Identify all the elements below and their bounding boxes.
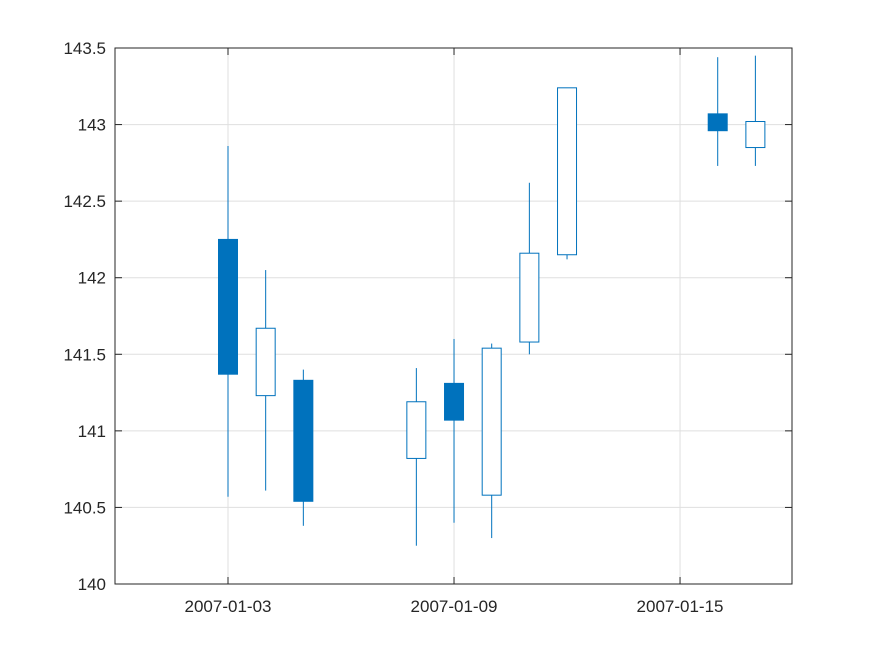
y-tick-label: 141.5 — [63, 345, 106, 364]
y-tick-label: 140.5 — [63, 498, 106, 517]
y-tick-label: 143 — [78, 116, 106, 135]
candle — [481, 343, 502, 539]
candles — [218, 55, 766, 546]
y-tick-label: 142 — [78, 269, 106, 288]
y-tick-label: 140 — [78, 575, 106, 594]
candle — [557, 87, 578, 260]
candle-body-down — [707, 113, 728, 132]
candle-body-up — [406, 401, 427, 459]
candle-body-up — [557, 87, 578, 256]
candle-body-up — [519, 252, 540, 343]
x-tick-label: 2007-01-15 — [637, 597, 724, 616]
candle — [218, 146, 238, 497]
candle — [255, 270, 276, 491]
axis-ticks — [115, 47, 792, 585]
candle-body-up — [481, 347, 502, 496]
candle — [293, 369, 314, 526]
y-tick-label: 143.5 — [63, 39, 106, 58]
y-tick-label: 141 — [78, 422, 106, 441]
candle-body-up — [745, 121, 766, 149]
y-axis-tick-labels: 140 140.5 141 141.5 142 142.5 143 143.5 — [63, 39, 106, 594]
candle — [406, 368, 427, 546]
x-tick-label: 2007-01-09 — [411, 597, 498, 616]
x-axis-tick-labels: 2007-01-03 2007-01-09 2007-01-15 — [185, 597, 724, 616]
candle — [444, 338, 465, 523]
candle-body-down — [218, 238, 238, 375]
x-tick-label: 2007-01-03 — [185, 597, 272, 616]
candle — [745, 55, 766, 166]
y-tick-label: 142.5 — [63, 192, 106, 211]
candle-body-down — [293, 379, 314, 502]
candle-body-down — [444, 382, 465, 421]
plot-area-border — [114, 47, 793, 585]
candle — [519, 182, 540, 355]
candle — [707, 57, 728, 166]
candle-body-up — [255, 327, 276, 397]
